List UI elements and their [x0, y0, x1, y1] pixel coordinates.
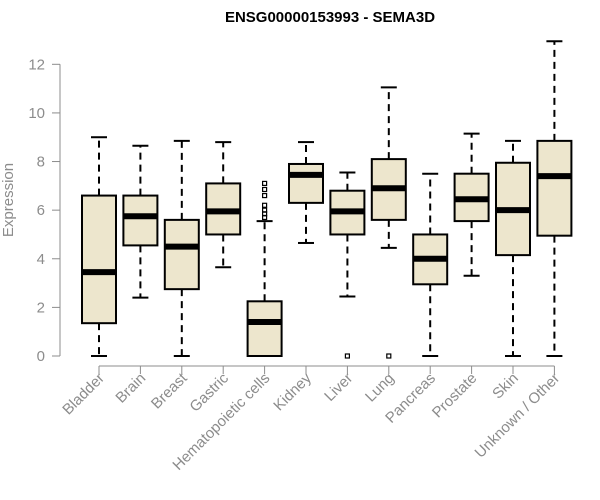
y-tick-label: 12: [28, 56, 45, 73]
y-tick-label: 8: [37, 154, 45, 171]
box-group-11: [495, 139, 531, 357]
y-axis: 0 2 4 6 8 10 12: [28, 56, 61, 365]
outlier-point: [262, 192, 268, 199]
outlier-point: [386, 353, 392, 359]
x-tick-label: Skin: [489, 370, 522, 403]
box-group-2: [122, 144, 159, 299]
outlier-point: [262, 207, 268, 213]
outlier-point: [344, 353, 350, 359]
outlier-point: [262, 180, 268, 187]
box-group-4: [205, 141, 242, 269]
box: [536, 139, 573, 237]
box-group-5: [246, 180, 283, 357]
y-tick-label: 0: [37, 348, 45, 365]
y-tick-label: 4: [37, 251, 45, 268]
box-group-10: [453, 132, 490, 277]
box-group-3: [163, 139, 200, 357]
x-tick-label: Liver: [321, 370, 356, 405]
box-group-1: [81, 136, 117, 357]
outlier-point: [262, 186, 268, 193]
boxes-layer: [81, 40, 573, 359]
outlier-point: [262, 202, 268, 208]
y-tick-label: 2: [37, 299, 45, 316]
y-axis-label: Expression: [0, 163, 17, 237]
y-tick-label: 6: [37, 202, 45, 219]
box-group-8: [370, 86, 407, 359]
box: [81, 194, 117, 325]
box: [288, 162, 324, 204]
box-group-7: [329, 171, 366, 359]
box-group-9: [412, 172, 449, 357]
y-tick-label: 10: [28, 105, 45, 122]
box: [246, 300, 283, 357]
box-group-12: [536, 40, 573, 357]
x-tick-label: Brain: [112, 370, 149, 407]
x-tick-label: Prostate: [429, 370, 481, 422]
x-tick-label: Lung: [362, 370, 398, 406]
box: [122, 194, 159, 247]
box: [163, 218, 200, 291]
x-tick-label: Bladder: [59, 370, 108, 419]
x-tick-label: Breast: [148, 369, 191, 412]
chart-title: ENSG00000153993 - SEMA3D: [225, 9, 435, 26]
x-tick-label: Kidney: [270, 369, 315, 414]
box-group-6: [288, 141, 324, 244]
